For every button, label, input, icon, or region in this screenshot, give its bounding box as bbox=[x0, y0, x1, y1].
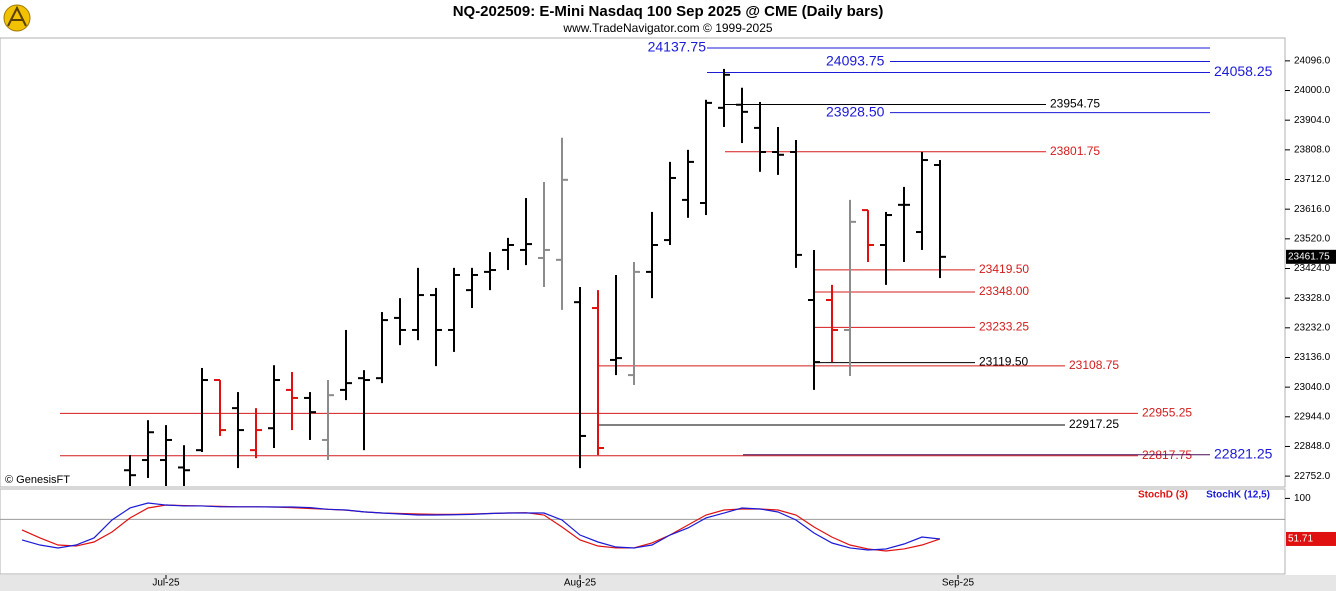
y-tick-label: 23616.0 bbox=[1294, 204, 1331, 215]
level-label: 23119.50 bbox=[979, 355, 1028, 369]
level-label: 23801.75 bbox=[1050, 144, 1100, 158]
indicator-last-value: 51.71 bbox=[1288, 534, 1313, 545]
level-label: 23233.25 bbox=[979, 320, 1029, 334]
level-label: 23419.50 bbox=[979, 262, 1029, 276]
source-note: © GenesisFT bbox=[5, 474, 70, 486]
y-tick-label: 24096.0 bbox=[1294, 56, 1331, 67]
y-tick-label: 23808.0 bbox=[1294, 144, 1331, 155]
levels: 24137.75 24093.75 24058.25 23954.75 23928.50… bbox=[60, 39, 1273, 462]
level-label: 23928.50 bbox=[826, 103, 885, 119]
y-tick-label: 23328.0 bbox=[1294, 293, 1331, 304]
x-tick-label: Aug-25 bbox=[564, 578, 597, 589]
y-tick-label: 23040.0 bbox=[1294, 382, 1331, 393]
level-label: 22955.25 bbox=[1142, 405, 1192, 419]
y-tick-label: 22848.0 bbox=[1294, 441, 1331, 452]
level-label: 23954.75 bbox=[1050, 97, 1100, 111]
level-label: 24058.25 bbox=[1214, 63, 1273, 79]
y-tick-label: 23232.0 bbox=[1294, 322, 1331, 333]
indicator-tick-label: 100 bbox=[1294, 493, 1311, 504]
indicator-last-box bbox=[1286, 531, 1336, 546]
level-label: 24093.75 bbox=[826, 52, 885, 68]
level-label: 23108.75 bbox=[1069, 358, 1119, 372]
y-tick-label: 23424.0 bbox=[1294, 263, 1331, 274]
level-label: 24137.75 bbox=[648, 39, 707, 55]
y-tick-label: 23136.0 bbox=[1294, 352, 1331, 363]
y-tick-label: 24000.0 bbox=[1294, 85, 1331, 96]
y-tick-label: 22944.0 bbox=[1294, 411, 1331, 422]
level-label: 22917.25 bbox=[1069, 417, 1119, 431]
y-tick-label: 23712.0 bbox=[1294, 174, 1331, 185]
last-price-box bbox=[1286, 249, 1336, 264]
time-axis bbox=[0, 575, 1336, 591]
indicator-line bbox=[21, 502, 941, 551]
logo bbox=[3, 4, 31, 32]
legend-entry: StochK (12,5) bbox=[1206, 490, 1270, 501]
level-label: 23348.00 bbox=[979, 284, 1029, 298]
y-tick-label: 23904.0 bbox=[1294, 115, 1331, 126]
x-tick-label: Sep-25 bbox=[942, 578, 975, 589]
indicator-pane bbox=[0, 488, 1286, 575]
bars bbox=[124, 68, 946, 486]
y-tick-label: 23520.0 bbox=[1294, 233, 1331, 244]
chart-subtitle: www.TradeNavigator.com © 1999-2025 bbox=[562, 21, 772, 35]
last-price: 23461.75 bbox=[1288, 251, 1330, 262]
chart-title: NQ-202509: E-Mini Nasdaq 100 Sep 2025 @ … bbox=[453, 3, 884, 20]
x-tick-label: Jul-25 bbox=[152, 578, 180, 589]
y-tick-label: 22752.0 bbox=[1294, 471, 1331, 482]
legend-entry: StochD (3) bbox=[1138, 490, 1188, 501]
level-label: 22821.25 bbox=[1214, 445, 1273, 461]
